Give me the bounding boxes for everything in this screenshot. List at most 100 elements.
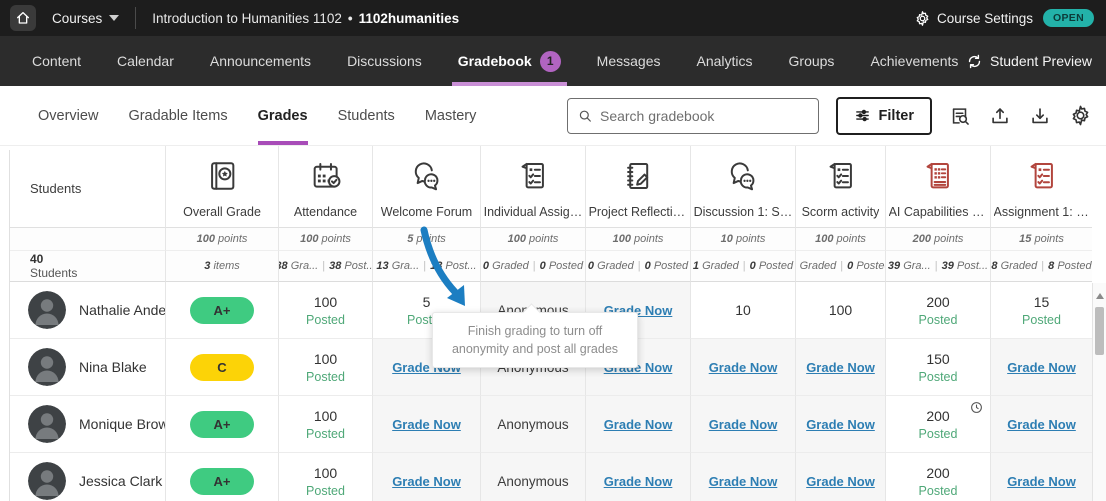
- tick-cell: [165, 146, 278, 150]
- tick-cell: [690, 146, 795, 150]
- column-header-discussion[interactable]: Welcome Forum: [372, 150, 480, 228]
- column-header-ailist[interactable]: AI Capabilities - Ind...: [885, 150, 990, 228]
- column-header-grade[interactable]: Overall Grade: [165, 150, 278, 228]
- grade-now-link[interactable]: Grade Now: [1007, 416, 1076, 432]
- nav-tab-calendar[interactable]: Calendar: [117, 36, 174, 86]
- grade-cell[interactable]: 100 Posted: [278, 282, 372, 339]
- grade-cell[interactable]: Anonymous: [480, 396, 585, 453]
- grade-cell[interactable]: 10: [690, 282, 795, 339]
- nav-tab-discussions[interactable]: Discussions: [347, 36, 422, 86]
- grade-cell[interactable]: Grade Now: [795, 339, 885, 396]
- subnav-tab-students[interactable]: Students: [337, 107, 395, 124]
- points-value: 15 points: [1019, 233, 1064, 245]
- student-cell[interactable]: Jessica Clark: [10, 453, 165, 501]
- grade-cell[interactable]: Grade Now: [690, 339, 795, 396]
- grade-cell[interactable]: Grade Now: [990, 453, 1092, 501]
- grade-cell[interactable]: Grade Now: [372, 453, 480, 501]
- column-header-calendar[interactable]: Attendance: [278, 150, 372, 228]
- grade-cell[interactable]: Grade Now: [585, 396, 690, 453]
- grade-cell[interactable]: Grade Now: [795, 396, 885, 453]
- grade-now-link[interactable]: Grade Now: [1007, 473, 1076, 489]
- student-cell[interactable]: Nina Blake: [10, 339, 165, 396]
- grade-cell[interactable]: 15 Posted: [990, 282, 1092, 339]
- search-input[interactable]: [599, 107, 808, 124]
- gear-icon: [916, 10, 929, 26]
- grade-now-link[interactable]: Grade Now: [603, 473, 673, 489]
- column-header-notebook[interactable]: Project Reflections: [585, 150, 690, 228]
- grade-cell[interactable]: 100 Posted: [278, 453, 372, 501]
- column-label: Attendance: [293, 204, 358, 219]
- column-header-checklist[interactable]: Individual Assignm...: [480, 150, 585, 228]
- avatar: [28, 462, 66, 500]
- grade-cell[interactable]: 100: [795, 282, 885, 339]
- points-value: 100 points: [507, 233, 559, 245]
- courses-dropdown[interactable]: Courses: [52, 11, 120, 26]
- nav-tab-groups[interactable]: Groups: [789, 36, 835, 86]
- vertical-scrollbar[interactable]: [1092, 283, 1106, 501]
- student-cell[interactable]: Monique Brown: [10, 396, 165, 453]
- grade-now-link[interactable]: Grade Now: [603, 416, 673, 432]
- audit-search-icon[interactable]: [949, 105, 971, 127]
- course-settings-button[interactable]: Course Settings: [914, 10, 1033, 27]
- grade-cell[interactable]: 100 Posted: [278, 396, 372, 453]
- column-header-checklist[interactable]: Assignment 1: Inve..: [990, 150, 1092, 228]
- overall-grade-cell[interactable]: C: [165, 339, 278, 396]
- grade-cell[interactable]: Grade Now: [795, 453, 885, 501]
- grade-now-link[interactable]: Grade Now: [1007, 359, 1076, 375]
- overall-grade-cell[interactable]: A+: [165, 282, 278, 339]
- grade-now-link[interactable]: Grade Now: [392, 416, 461, 432]
- points-value: 200 points: [912, 233, 964, 245]
- stats-cell: 3 items: [165, 251, 278, 282]
- home-icon[interactable]: [10, 5, 36, 31]
- stats-cell: 38 Gra...|38 Post...: [278, 251, 372, 282]
- nav-tab-announcements[interactable]: Announcements: [210, 36, 311, 86]
- student-cell[interactable]: Nathalie Andersson: [10, 282, 165, 339]
- settings-gear-icon[interactable]: [1069, 104, 1092, 127]
- anonymous-label: Anonymous: [497, 473, 569, 489]
- grade-cell[interactable]: Grade Now: [585, 453, 690, 501]
- grade-now-link[interactable]: Grade Now: [806, 416, 875, 432]
- nav-tab-content[interactable]: Content: [32, 36, 81, 86]
- nav-tab-gradebook[interactable]: Gradebook 1: [451, 36, 567, 86]
- download-icon[interactable]: [1029, 105, 1051, 127]
- grade-cell[interactable]: 150 Posted: [885, 339, 990, 396]
- overall-grade-cell[interactable]: A+: [165, 396, 278, 453]
- scrollbar-thumb[interactable]: [1095, 307, 1104, 355]
- column-label: AI Capabilities - Ind...: [888, 204, 988, 219]
- overall-grade-cell[interactable]: A+: [165, 453, 278, 501]
- grade-now-link[interactable]: Grade Now: [806, 359, 875, 375]
- grade-cell[interactable]: Grade Now: [372, 396, 480, 453]
- nav-tab-achievements[interactable]: Achievements: [870, 36, 958, 86]
- student-preview-button[interactable]: Student Preview: [966, 36, 1106, 86]
- grade-cell[interactable]: 200 Posted: [885, 282, 990, 339]
- grade-now-link[interactable]: Grade Now: [708, 416, 778, 432]
- subnav-tab-overview[interactable]: Overview: [38, 107, 99, 124]
- upload-icon[interactable]: [989, 105, 1011, 127]
- nav-tab-analytics[interactable]: Analytics: [696, 36, 752, 86]
- grade-now-link[interactable]: Grade Now: [806, 473, 875, 489]
- column-header-discussion[interactable]: Discussion 1: Softw...: [690, 150, 795, 228]
- grade-cell[interactable]: 200 Posted: [885, 453, 990, 501]
- grade-cell[interactable]: 100 Posted: [278, 339, 372, 396]
- grade-now-link[interactable]: Grade Now: [392, 473, 461, 489]
- subnav-tab-mastery[interactable]: Mastery: [424, 107, 477, 124]
- subnav-tab-gradable-items[interactable]: Gradable Items: [128, 107, 228, 124]
- grade-cell[interactable]: Grade Now: [990, 339, 1092, 396]
- grade-value: 5: [422, 293, 431, 310]
- nav-tab-messages[interactable]: Messages: [597, 36, 661, 86]
- grade-cell[interactable]: Grade Now: [690, 396, 795, 453]
- course-title: Introduction to Humanities 1102 • 1102huma…: [152, 10, 460, 26]
- top-bar: Courses Introduction to Humanities 1102 •…: [0, 0, 1106, 36]
- search-gradebook[interactable]: [566, 97, 819, 134]
- grade-cell[interactable]: 200 Posted: [885, 396, 990, 453]
- scroll-up-arrow-icon[interactable]: [1096, 293, 1104, 299]
- subnav-tab-grades[interactable]: Grades: [257, 86, 308, 145]
- grade-now-link[interactable]: Grade Now: [708, 359, 778, 375]
- grade-value: 150: [926, 350, 950, 367]
- grade-cell[interactable]: Anonymous: [480, 453, 585, 501]
- column-header-checklist[interactable]: Scorm activity: [795, 150, 885, 228]
- grade-cell[interactable]: Grade Now: [990, 396, 1092, 453]
- grade-cell[interactable]: Grade Now: [690, 453, 795, 501]
- grade-now-link[interactable]: Grade Now: [708, 473, 778, 489]
- filter-button[interactable]: Filter: [835, 96, 932, 135]
